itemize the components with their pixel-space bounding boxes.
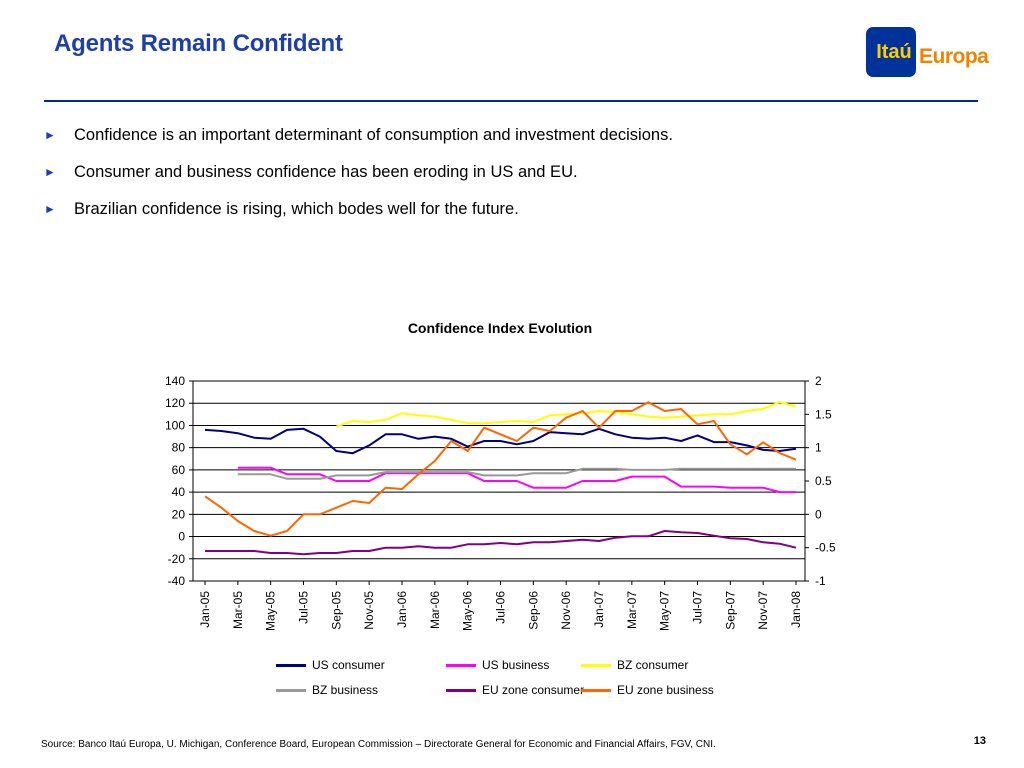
y-left-tick-label: 140: [165, 374, 185, 388]
series-line-us-consumer: [204, 427, 797, 455]
y-left-tick-label: 60: [172, 463, 186, 477]
legend-swatch: [276, 689, 306, 692]
x-tick-label: Mar-07: [625, 591, 639, 629]
x-tick-label: Mar-06: [428, 591, 442, 629]
legend-label: EU zone consumer: [482, 683, 585, 697]
x-tick-label: May-07: [658, 591, 672, 631]
x-tick-label: Sep-06: [526, 591, 540, 630]
y-right-tick-label: 1: [815, 441, 822, 455]
y-right-tick-label: -0.5: [815, 541, 836, 555]
series-line-bz-consumer: [335, 401, 797, 428]
x-tick-label: Nov-05: [362, 591, 376, 630]
x-tick-label: Sep-05: [329, 591, 343, 630]
series-line-us-business: [237, 466, 796, 494]
bullet-item: ► Confidence is an important determinant …: [44, 124, 673, 161]
bullet-item: ► Consumer and business confidence has be…: [44, 161, 673, 198]
legend-label: BZ consumer: [617, 658, 689, 672]
chart-title: Confidence Index Evolution: [407, 320, 593, 336]
x-tick-label: Nov-07: [756, 591, 770, 630]
y-left-tick-label: 80: [172, 441, 186, 455]
legend-label: US consumer: [312, 658, 385, 672]
x-tick-label: Jan-06: [395, 591, 409, 628]
x-tick-label: Jul-05: [297, 591, 311, 624]
series-line-eu-zone-business: [204, 401, 797, 537]
y-left-tick-label: -20: [168, 552, 186, 566]
x-tick-label: Jul-07: [691, 591, 705, 624]
bullet-text: Consumer and business confidence has bee…: [74, 163, 578, 181]
y-right-tick-label: 0.5: [815, 474, 832, 488]
legend-swatch: [581, 664, 611, 667]
itau-europa-logo: Itaú Europa: [866, 27, 989, 77]
x-tick-label: Sep-07: [723, 591, 737, 630]
x-tick-label: Jan-07: [592, 591, 606, 628]
y-right-tick-label: 0: [815, 507, 822, 521]
legend-label: US business: [482, 658, 550, 672]
bullet-item: ► Brazilian confidence is rising, which b…: [44, 198, 673, 235]
x-tick-label: Jul-06: [494, 591, 508, 624]
x-tick-label: Mar-05: [231, 591, 245, 629]
y-right-tick-label: 2: [815, 374, 822, 388]
x-tick-label: Nov-06: [559, 591, 573, 630]
legend-swatch: [581, 689, 611, 692]
legend-swatch: [446, 664, 476, 667]
logo-brand: Itaú: [876, 41, 912, 63]
x-tick-label: Jan-08: [789, 591, 803, 628]
x-tick-label: May-05: [264, 591, 278, 631]
legend-label: BZ business: [312, 683, 379, 697]
bullet-arrow-icon: ►: [44, 128, 56, 142]
bullet-arrow-icon: ►: [44, 165, 56, 179]
bullet-text: Brazilian confidence is rising, which bo…: [74, 200, 519, 218]
legend-label: EU zone business: [617, 683, 714, 697]
y-left-tick-label: 20: [172, 507, 186, 521]
bullet-list: ► Confidence is an important determinant …: [44, 124, 673, 235]
source-note: Source: Banco Itaú Europa, U. Michigan, …: [41, 739, 716, 750]
chart-legend: US consumer US business BZ consumer BZ busi…: [276, 654, 796, 704]
logo-subtitle: Europa: [919, 45, 989, 68]
slide-title: Agents Remain Confident: [54, 30, 343, 57]
y-left-tick-label: 100: [165, 418, 185, 432]
y-left-tick-label: -40: [168, 574, 186, 588]
y-left-tick-label: 40: [172, 485, 186, 499]
legend-swatch: [276, 664, 306, 667]
page-number: 13: [973, 735, 986, 747]
series-line-eu-zone-consumer: [205, 530, 797, 556]
logo-box: [866, 27, 916, 77]
x-tick-label: Jan-05: [198, 591, 212, 628]
bullet-arrow-icon: ►: [44, 202, 56, 216]
y-left-tick-label: 120: [165, 396, 185, 410]
x-tick-label: May-06: [461, 591, 475, 631]
y-right-tick-label: 1.5: [815, 407, 832, 421]
series-line-bz-business: [237, 467, 796, 480]
y-left-tick-label: 0: [178, 530, 185, 544]
title-divider: [44, 100, 978, 102]
legend-swatch: [446, 689, 476, 692]
y-right-tick-label: -1: [815, 574, 826, 588]
bullet-text: Confidence is an important determinant o…: [74, 126, 673, 144]
